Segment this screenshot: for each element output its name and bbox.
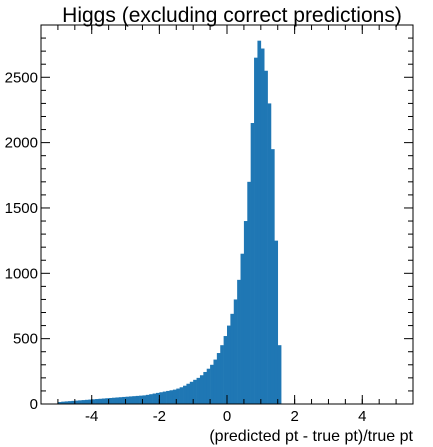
histogram-bar [230,313,235,404]
histogram-bar [220,345,224,404]
histogram-bar [155,392,160,404]
histogram-bar [105,398,109,404]
histogram-bar [250,123,255,404]
x-tick-label: 0 [223,408,231,425]
y-tick-label: 2500 [5,69,38,86]
histogram-bar [91,399,96,404]
histogram-bar [223,336,228,404]
histogram-bar [139,395,143,404]
x-tick-label: 2 [290,408,298,425]
histogram-bar [247,181,251,404]
histogram-bar [74,400,79,404]
chart-title: Higgs (excluding correct predictions) [62,4,402,27]
histogram-bar [64,401,69,404]
y-tick-label: 2000 [5,135,38,152]
histogram-bar [68,401,72,404]
histogram-bar [277,345,282,404]
histogram-bar [270,149,275,404]
histogram-bar [159,392,164,404]
histogram-bar [203,371,208,404]
x-tick-label: -2 [153,408,166,425]
x-axis-ticks: -4 -2 0 2 4 [57,25,397,425]
histogram-bar [166,390,170,404]
histogram-bar [264,70,268,404]
histogram-bar [132,396,136,404]
histogram-bar [112,397,116,404]
histogram-bar [172,389,177,404]
histogram-bar [267,103,272,405]
y-tick-label: 1000 [5,265,38,282]
bars-group [57,40,282,405]
histogram-bar [213,359,218,404]
histogram-bar [176,388,180,404]
x-tick-label: 4 [358,408,366,425]
histogram-bar [162,391,167,404]
histogram-bar [243,221,248,404]
histogram-bar [240,253,245,404]
histogram-bar [71,400,76,404]
histogram-bar [145,394,150,404]
histogram-bar [125,396,130,404]
histogram-bar [108,397,113,404]
histogram-bar [98,398,103,404]
histogram-bar [179,387,184,404]
y-tick-label: 500 [13,331,38,348]
histogram-bar [196,377,201,404]
histogram-bar [57,402,62,404]
y-axis-ticks: 0 500 1000 1500 2000 2500 [5,24,413,413]
histogram-bar [199,375,204,404]
histogram-bar [189,381,194,404]
histogram-bar [257,40,262,404]
histogram-bar [237,279,241,404]
y-tick-label: 1500 [5,200,38,217]
histogram-bar [216,353,221,404]
histogram-bar [274,240,279,404]
x-axis-label: (predicted pt - true pt)/true pt [209,428,413,445]
histogram-bar [149,394,153,404]
histogram-bar [84,399,89,404]
histogram-bar [135,395,140,404]
histogram-bar [142,395,147,404]
histogram-bar [227,325,231,404]
histogram-bar [206,368,211,404]
histogram-bar [254,57,258,404]
histogram-bar [95,399,99,404]
histogram-bar [101,398,106,404]
histogram-bar [193,379,197,404]
histogram-bar [81,400,86,404]
histogram-bar [186,383,191,404]
histogram-bar [78,400,82,404]
histogram-bar [128,396,133,404]
histogram-bar [115,397,120,404]
histogram-bar [233,299,238,404]
histogram-bar [210,364,214,404]
histogram-bar [118,397,123,404]
histogram-bar [183,385,187,404]
histogram-bar [122,396,126,404]
histogram-bar [152,393,157,404]
y-tick-label: 0 [30,396,38,413]
histogram-bar [88,399,93,404]
histogram-bar [61,401,65,404]
histogram-bar [260,48,265,404]
histogram-bar [169,390,174,404]
x-tick-label: -4 [85,408,98,425]
